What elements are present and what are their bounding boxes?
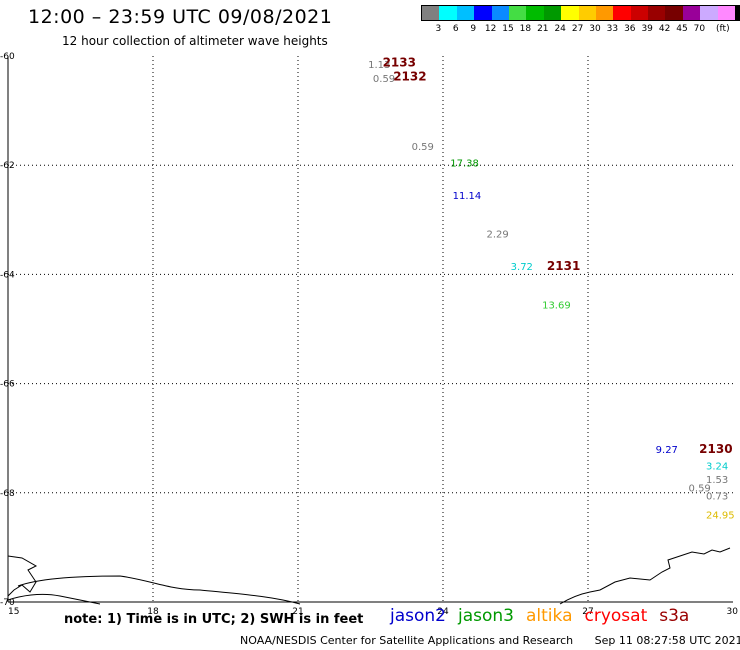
mission-jason3: jason3 <box>458 606 514 626</box>
units-note: note: 1) Time is in UTC; 2) SWH is in fe… <box>64 612 364 627</box>
wave-height-label: 0.59 <box>373 74 395 85</box>
pass-number-label: 2130 <box>699 442 732 456</box>
pass-number-label: 2133 <box>383 56 416 70</box>
wave-height-label: 0.59 <box>689 483 711 494</box>
color-swatch <box>508 6 527 20</box>
wave-height-label: 1.13 <box>368 60 390 71</box>
color-scale-ticks: 3 6 9 12 15 18 21 24 27 30 33 36 39 42 45 70 (ft) <box>421 24 740 36</box>
color-swatch <box>526 6 544 20</box>
color-swatch <box>491 6 509 20</box>
y-tick-label: -66 <box>0 380 15 390</box>
y-tick-label: -70 <box>0 598 15 608</box>
y-tick-label: -68 <box>0 489 15 499</box>
color-scale-tick: 33 <box>606 24 619 34</box>
x-tick-label: 30 <box>727 607 739 617</box>
pass-number-label: 2131 <box>547 259 580 273</box>
color-scale-tick: 18 <box>519 24 532 34</box>
footer: NOAA/NESDIS Center for Satellite Applica… <box>240 634 740 647</box>
color-scale-tick: 45 <box>676 24 688 34</box>
color-swatch <box>648 6 666 20</box>
x-tick-label: 21 <box>292 607 303 617</box>
chart-subtitle: 12 hour collection of altimeter wave hei… <box>62 34 328 48</box>
wave-height-label: 11.14 <box>453 191 482 202</box>
color-scale-tick: 15 <box>502 24 514 34</box>
wave-height-label: 9.27 <box>656 445 678 456</box>
color-swatch <box>665 6 683 20</box>
footer-credit: NOAA/NESDIS Center for Satellite Applica… <box>240 634 574 647</box>
mission-altika: altika <box>526 606 573 626</box>
color-swatch <box>474 6 492 20</box>
wave-height-label: 0.73 <box>706 492 728 503</box>
color-swatch <box>682 6 701 20</box>
color-scale-tick: 70 <box>693 24 706 34</box>
wave-height-label: 3.24 <box>706 462 728 473</box>
plot-frame <box>7 56 733 603</box>
mission-jason2: jason2 <box>390 606 446 626</box>
wave-height-label: 0.59 <box>412 142 434 153</box>
mission-s3a: s3a <box>659 606 690 626</box>
y-axis-ticks: -60 -62 -64 -66 -68 -70 <box>0 52 15 608</box>
color-scale-tick: 42 <box>658 24 671 34</box>
grid-lines <box>8 56 733 602</box>
coastline <box>7 547 731 605</box>
color-swatch <box>595 6 614 20</box>
wave-height-label: 17.38 <box>450 158 479 169</box>
wave-height-label: 1.53 <box>706 475 728 486</box>
x-tick-label: 18 <box>147 607 159 617</box>
color-swatch <box>578 6 596 20</box>
color-scale-tick: 24 <box>554 24 566 34</box>
color-swatch <box>561 6 579 20</box>
wave-height-label: 24.95 <box>706 511 735 522</box>
color-swatch <box>543 6 562 20</box>
color-swatch <box>700 6 718 20</box>
color-scale-tick: 3 <box>435 24 442 34</box>
color-swatch <box>735 6 740 20</box>
coastline-path <box>7 547 731 605</box>
y-tick-label: -64 <box>0 270 15 280</box>
data-points: 1.13 0.59 0.59 17.38 11.14 2.29 3.72 13.69 9.27 3… <box>368 60 735 521</box>
color-swatch <box>613 6 631 20</box>
mission-cryosat: cryosat <box>584 606 648 626</box>
x-tick-label: 27 <box>582 607 593 617</box>
color-scale-tick: 9 <box>470 24 477 34</box>
color-scale-legend: 3 6 9 12 15 18 21 24 27 30 33 36 39 42 45 70 (ft) <box>421 5 740 36</box>
y-tick-label: -60 <box>0 52 15 62</box>
color-swatch <box>439 6 457 20</box>
color-scale-tick: 12 <box>484 24 497 34</box>
color-scale-tick: 30 <box>589 24 601 34</box>
color-scale-tick: 27 <box>571 24 584 34</box>
wave-height-label: 3.72 <box>511 262 533 273</box>
color-swatch <box>456 6 475 20</box>
color-scale-tick: 39 <box>641 24 653 34</box>
mission-legend: jason2 jason3 altika cryosat s3a <box>390 606 701 626</box>
y-tick-label: -62 <box>0 161 15 171</box>
wave-height-label: 13.69 <box>542 300 571 311</box>
color-scale-tick: 21 <box>537 24 549 34</box>
color-swatch <box>717 6 736 20</box>
wave-height-label: 2.29 <box>487 229 509 240</box>
footer-timestamp: Sep 11 08:27:58 UTC 2021 <box>594 634 740 647</box>
color-scale-tick: 6 <box>452 24 459 34</box>
color-swatch <box>630 6 649 20</box>
x-tick-label: 15 <box>8 607 19 617</box>
x-tick-label: 24 <box>437 607 449 617</box>
color-scale-tick: (ft) <box>716 24 730 34</box>
color-scale-tick: 36 <box>624 24 636 34</box>
color-swatches <box>421 5 740 21</box>
x-axis-ticks: 15 18 21 24 27 30 <box>8 607 738 617</box>
chart-title: 12:00 – 23:59 UTC 09/08/2021 <box>28 6 333 28</box>
color-swatch <box>422 6 440 20</box>
pass-number-label: 2132 <box>393 70 426 84</box>
